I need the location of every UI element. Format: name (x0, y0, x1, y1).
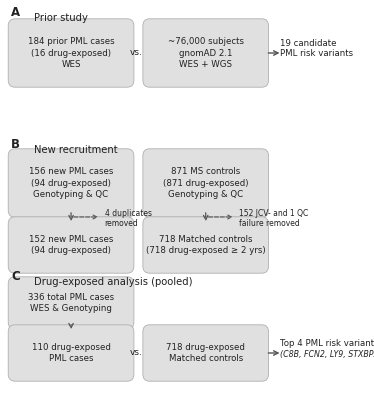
Text: C: C (11, 270, 20, 283)
Text: WES: WES (61, 60, 81, 69)
Text: failure removed: failure removed (239, 218, 300, 228)
Text: PML risk variants: PML risk variants (280, 49, 353, 58)
Text: 152 JCV- and 1 QC: 152 JCV- and 1 QC (239, 209, 309, 218)
Text: Top 4 PML risk variants: Top 4 PML risk variants (280, 340, 374, 348)
FancyBboxPatch shape (8, 19, 134, 87)
Text: 156 new PML cases: 156 new PML cases (29, 167, 113, 176)
Text: (16 drug-exposed): (16 drug-exposed) (31, 48, 111, 58)
Text: 184 prior PML cases: 184 prior PML cases (28, 37, 114, 46)
FancyBboxPatch shape (8, 277, 134, 329)
Text: A: A (11, 6, 20, 19)
Text: B: B (11, 138, 20, 151)
Text: 718 drug-exposed: 718 drug-exposed (166, 343, 245, 352)
FancyBboxPatch shape (8, 217, 134, 273)
FancyBboxPatch shape (143, 217, 269, 273)
Text: 4 duplicates: 4 duplicates (105, 209, 152, 218)
Text: ~76,000 subjects: ~76,000 subjects (168, 37, 244, 46)
Text: 152 new PML cases: 152 new PML cases (29, 235, 113, 244)
Text: vs.: vs. (130, 48, 143, 57)
Text: Genotyping & QC: Genotyping & QC (168, 190, 243, 199)
Text: (94 drug-exposed): (94 drug-exposed) (31, 246, 111, 255)
Text: Prior study: Prior study (34, 13, 88, 23)
Text: 336 total PML cases: 336 total PML cases (28, 293, 114, 302)
FancyBboxPatch shape (8, 325, 134, 381)
Text: 19 candidate: 19 candidate (280, 40, 336, 48)
Text: gnomAD 2.1: gnomAD 2.1 (179, 48, 233, 58)
Text: WES + WGS: WES + WGS (179, 60, 232, 69)
Text: (718 drug-exposed ≥ 2 yrs): (718 drug-exposed ≥ 2 yrs) (146, 246, 266, 255)
Text: (871 drug-exposed): (871 drug-exposed) (163, 178, 248, 188)
Text: removed: removed (105, 218, 138, 228)
Text: WES & Genotyping: WES & Genotyping (30, 304, 112, 313)
Text: PML cases: PML cases (49, 354, 93, 363)
FancyBboxPatch shape (143, 19, 269, 87)
Text: Genotyping & QC: Genotyping & QC (34, 190, 108, 199)
Text: 871 MS controls: 871 MS controls (171, 167, 240, 176)
Text: 718 Matched controls: 718 Matched controls (159, 235, 252, 244)
Text: 110 drug-exposed: 110 drug-exposed (32, 343, 110, 352)
Text: (C8B, FCN2, LY9, STXBP2): (C8B, FCN2, LY9, STXBP2) (280, 350, 374, 359)
FancyBboxPatch shape (143, 325, 269, 381)
Text: New recruitment: New recruitment (34, 145, 117, 155)
FancyBboxPatch shape (143, 149, 269, 217)
Text: vs.: vs. (130, 348, 143, 357)
Text: (94 drug-exposed): (94 drug-exposed) (31, 178, 111, 188)
FancyBboxPatch shape (8, 149, 134, 217)
Text: Matched controls: Matched controls (169, 354, 243, 363)
Text: Drug-exposed analysis (pooled): Drug-exposed analysis (pooled) (34, 277, 192, 287)
